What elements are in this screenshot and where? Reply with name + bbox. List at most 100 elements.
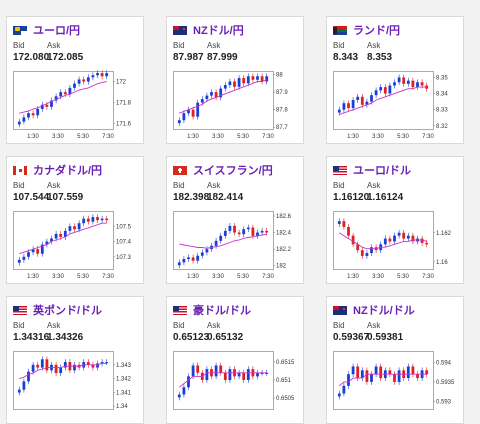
- candle-body: [351, 100, 355, 109]
- price-labels: Bid Ask: [173, 321, 241, 330]
- currency-pair-link[interactable]: NZドル/円: [193, 25, 244, 37]
- currency-pair-link[interactable]: 英ポンド/ドル: [33, 305, 103, 317]
- rate-card[interactable]: 英ポンド/ドル Bid Ask 1.343161.34326 1.343 1.342…: [6, 296, 144, 424]
- candle-body: [374, 366, 378, 375]
- candle-body: [40, 359, 44, 368]
- candle-body: [260, 76, 264, 82]
- ask-value: 1.16124: [367, 192, 404, 203]
- currency-pair-link[interactable]: カナダドル/円: [33, 165, 103, 177]
- candle-body: [86, 77, 90, 82]
- rate-card[interactable]: カナダドル/円 Bid Ask 107.544107.559 107.5 107.4…: [6, 156, 144, 284]
- candle-body: [210, 92, 213, 96]
- rate-card[interactable]: ユーロ/円 Bid Ask 172.080172.085 172 171.8 171.…: [6, 16, 144, 144]
- currency-pair-link[interactable]: 豪ドル/ドル: [193, 305, 252, 317]
- candle-body: [100, 362, 104, 364]
- candle-body: [356, 96, 360, 100]
- moving-average-line: [19, 81, 107, 114]
- x-tick-label: 3:30: [212, 134, 224, 140]
- candle-body: [347, 226, 350, 236]
- x-tick-label: 3:30: [212, 274, 224, 280]
- price-chart[interactable]: 1.343 1.342 1.341 1.34: [13, 349, 139, 423]
- moving-average-line: [179, 233, 267, 249]
- card-header: ランド/円: [333, 23, 400, 37]
- candle-body: [82, 79, 86, 82]
- moving-average-line: [339, 373, 427, 387]
- candle-body: [205, 249, 209, 253]
- x-tick-label: 3:30: [52, 134, 64, 140]
- flag-icon: [173, 25, 187, 35]
- candle-body: [86, 362, 90, 365]
- x-tick-label: 5:30: [237, 274, 249, 280]
- price-chart[interactable]: 0.594 0.5935 0.593: [333, 349, 459, 423]
- candle-body: [105, 362, 109, 364]
- currency-pair-link[interactable]: ユーロ/円: [33, 25, 81, 37]
- candle-body: [242, 78, 246, 84]
- bid-label: Bid: [333, 321, 345, 330]
- candle-body: [17, 259, 21, 263]
- candle-body: [416, 374, 419, 379]
- candle-body: [200, 99, 204, 103]
- candle-body: [27, 371, 30, 382]
- price-values: 0.651230.65132: [173, 332, 243, 343]
- ask-value: 0.59381: [367, 332, 404, 343]
- candle-body: [342, 221, 346, 227]
- bid-value: 0.65123: [173, 332, 210, 343]
- candle-body: [214, 92, 218, 98]
- ask-value: 87.999: [207, 52, 238, 63]
- candle-body: [256, 232, 259, 236]
- candle-body: [406, 235, 410, 239]
- x-tick-label: 1:30: [27, 274, 39, 280]
- flag-icon: [333, 305, 347, 315]
- price-chart[interactable]: 0.6515 0.651 0.6505: [173, 349, 299, 423]
- candle-body: [425, 242, 429, 245]
- currency-pair-link[interactable]: ランド/円: [353, 25, 401, 37]
- price-chart[interactable]: 182.6 182.4 182.2 182 1:30 3:30 5:30 7:30: [173, 209, 299, 283]
- x-tick-label: 1:30: [187, 274, 199, 280]
- card-header: スイスフラン/円: [173, 163, 273, 177]
- price-chart[interactable]: 8.35 8.34 8.33 8.32 1:30 3:30 5:30 7:30: [333, 69, 459, 143]
- price-chart[interactable]: 1.162 1.16 1:30 3:30 5:30 7:30: [333, 209, 459, 283]
- candle-body: [347, 103, 350, 109]
- candle-body: [265, 372, 269, 374]
- candle-body: [365, 253, 369, 256]
- price-chart[interactable]: 172 171.8 171.6 1:30 3:30 5:30 7:30: [13, 69, 139, 143]
- price-chart[interactable]: 88 87.9 87.8 87.7 1:30 3:30 5:30 7:30: [173, 69, 299, 143]
- chart-frame: [333, 71, 434, 130]
- x-tick-label: 7:30: [262, 134, 274, 140]
- currency-pair-link[interactable]: スイスフラン/円: [193, 165, 273, 177]
- bid-label: Bid: [13, 321, 25, 330]
- candle-body: [256, 76, 259, 80]
- ask-label: Ask: [47, 41, 61, 50]
- rate-card[interactable]: 豪ドル/ドル Bid Ask 0.651230.65132 0.6515 0.651…: [166, 296, 304, 424]
- rate-card[interactable]: NZドル/円 Bid Ask 87.987 87.999 88 87.9 87.8 87.…: [166, 16, 304, 144]
- candle-body: [196, 102, 200, 117]
- rate-card[interactable]: NZドル/ドル Bid Ask 0.593670.59381 0.594 0.593…: [326, 296, 464, 424]
- candle-body: [388, 370, 392, 375]
- rate-card[interactable]: ユーロ/ドル Bid Ask 1.161201.16124 1.162 1.16 1:…: [326, 156, 464, 284]
- candle-body: [219, 365, 223, 373]
- y-tick-label: 182.6: [276, 214, 292, 220]
- currency-pair-link[interactable]: ユーロ/ドル: [353, 165, 412, 177]
- x-tick-label: 1:30: [187, 134, 199, 140]
- x-tick-label: 1:30: [347, 274, 359, 280]
- candle-body: [191, 257, 195, 261]
- candle-body: [77, 79, 81, 84]
- candle-body: [54, 233, 58, 239]
- y-tick-label: 1.343: [116, 363, 132, 369]
- y-tick-label: 171.8: [116, 101, 132, 107]
- candle-body: [393, 82, 396, 86]
- price-chart[interactable]: 107.5 107.4 107.3 1:30 3:30 5:30 7:30: [13, 209, 139, 283]
- candle-body: [223, 372, 227, 380]
- x-tick-label: 5:30: [237, 134, 249, 140]
- x-tick-label: 1:30: [347, 134, 359, 140]
- y-tick-label: 87.9: [276, 90, 288, 96]
- rate-card[interactable]: スイスフラン/円 Bid Ask 182.398182.414 182.6 182.…: [166, 156, 304, 284]
- x-tick-label: 5:30: [397, 274, 409, 280]
- currency-pair-link[interactable]: NZドル/ドル: [353, 305, 415, 317]
- moving-average-line: [339, 232, 427, 250]
- candle-body: [393, 235, 396, 242]
- candle-body: [242, 372, 246, 380]
- rate-card[interactable]: ランド/円 Bid Ask 8.343 8.353 8.35 8.34 8.33 8.32…: [326, 16, 464, 144]
- candle-body: [187, 376, 190, 388]
- candle-body: [59, 233, 63, 237]
